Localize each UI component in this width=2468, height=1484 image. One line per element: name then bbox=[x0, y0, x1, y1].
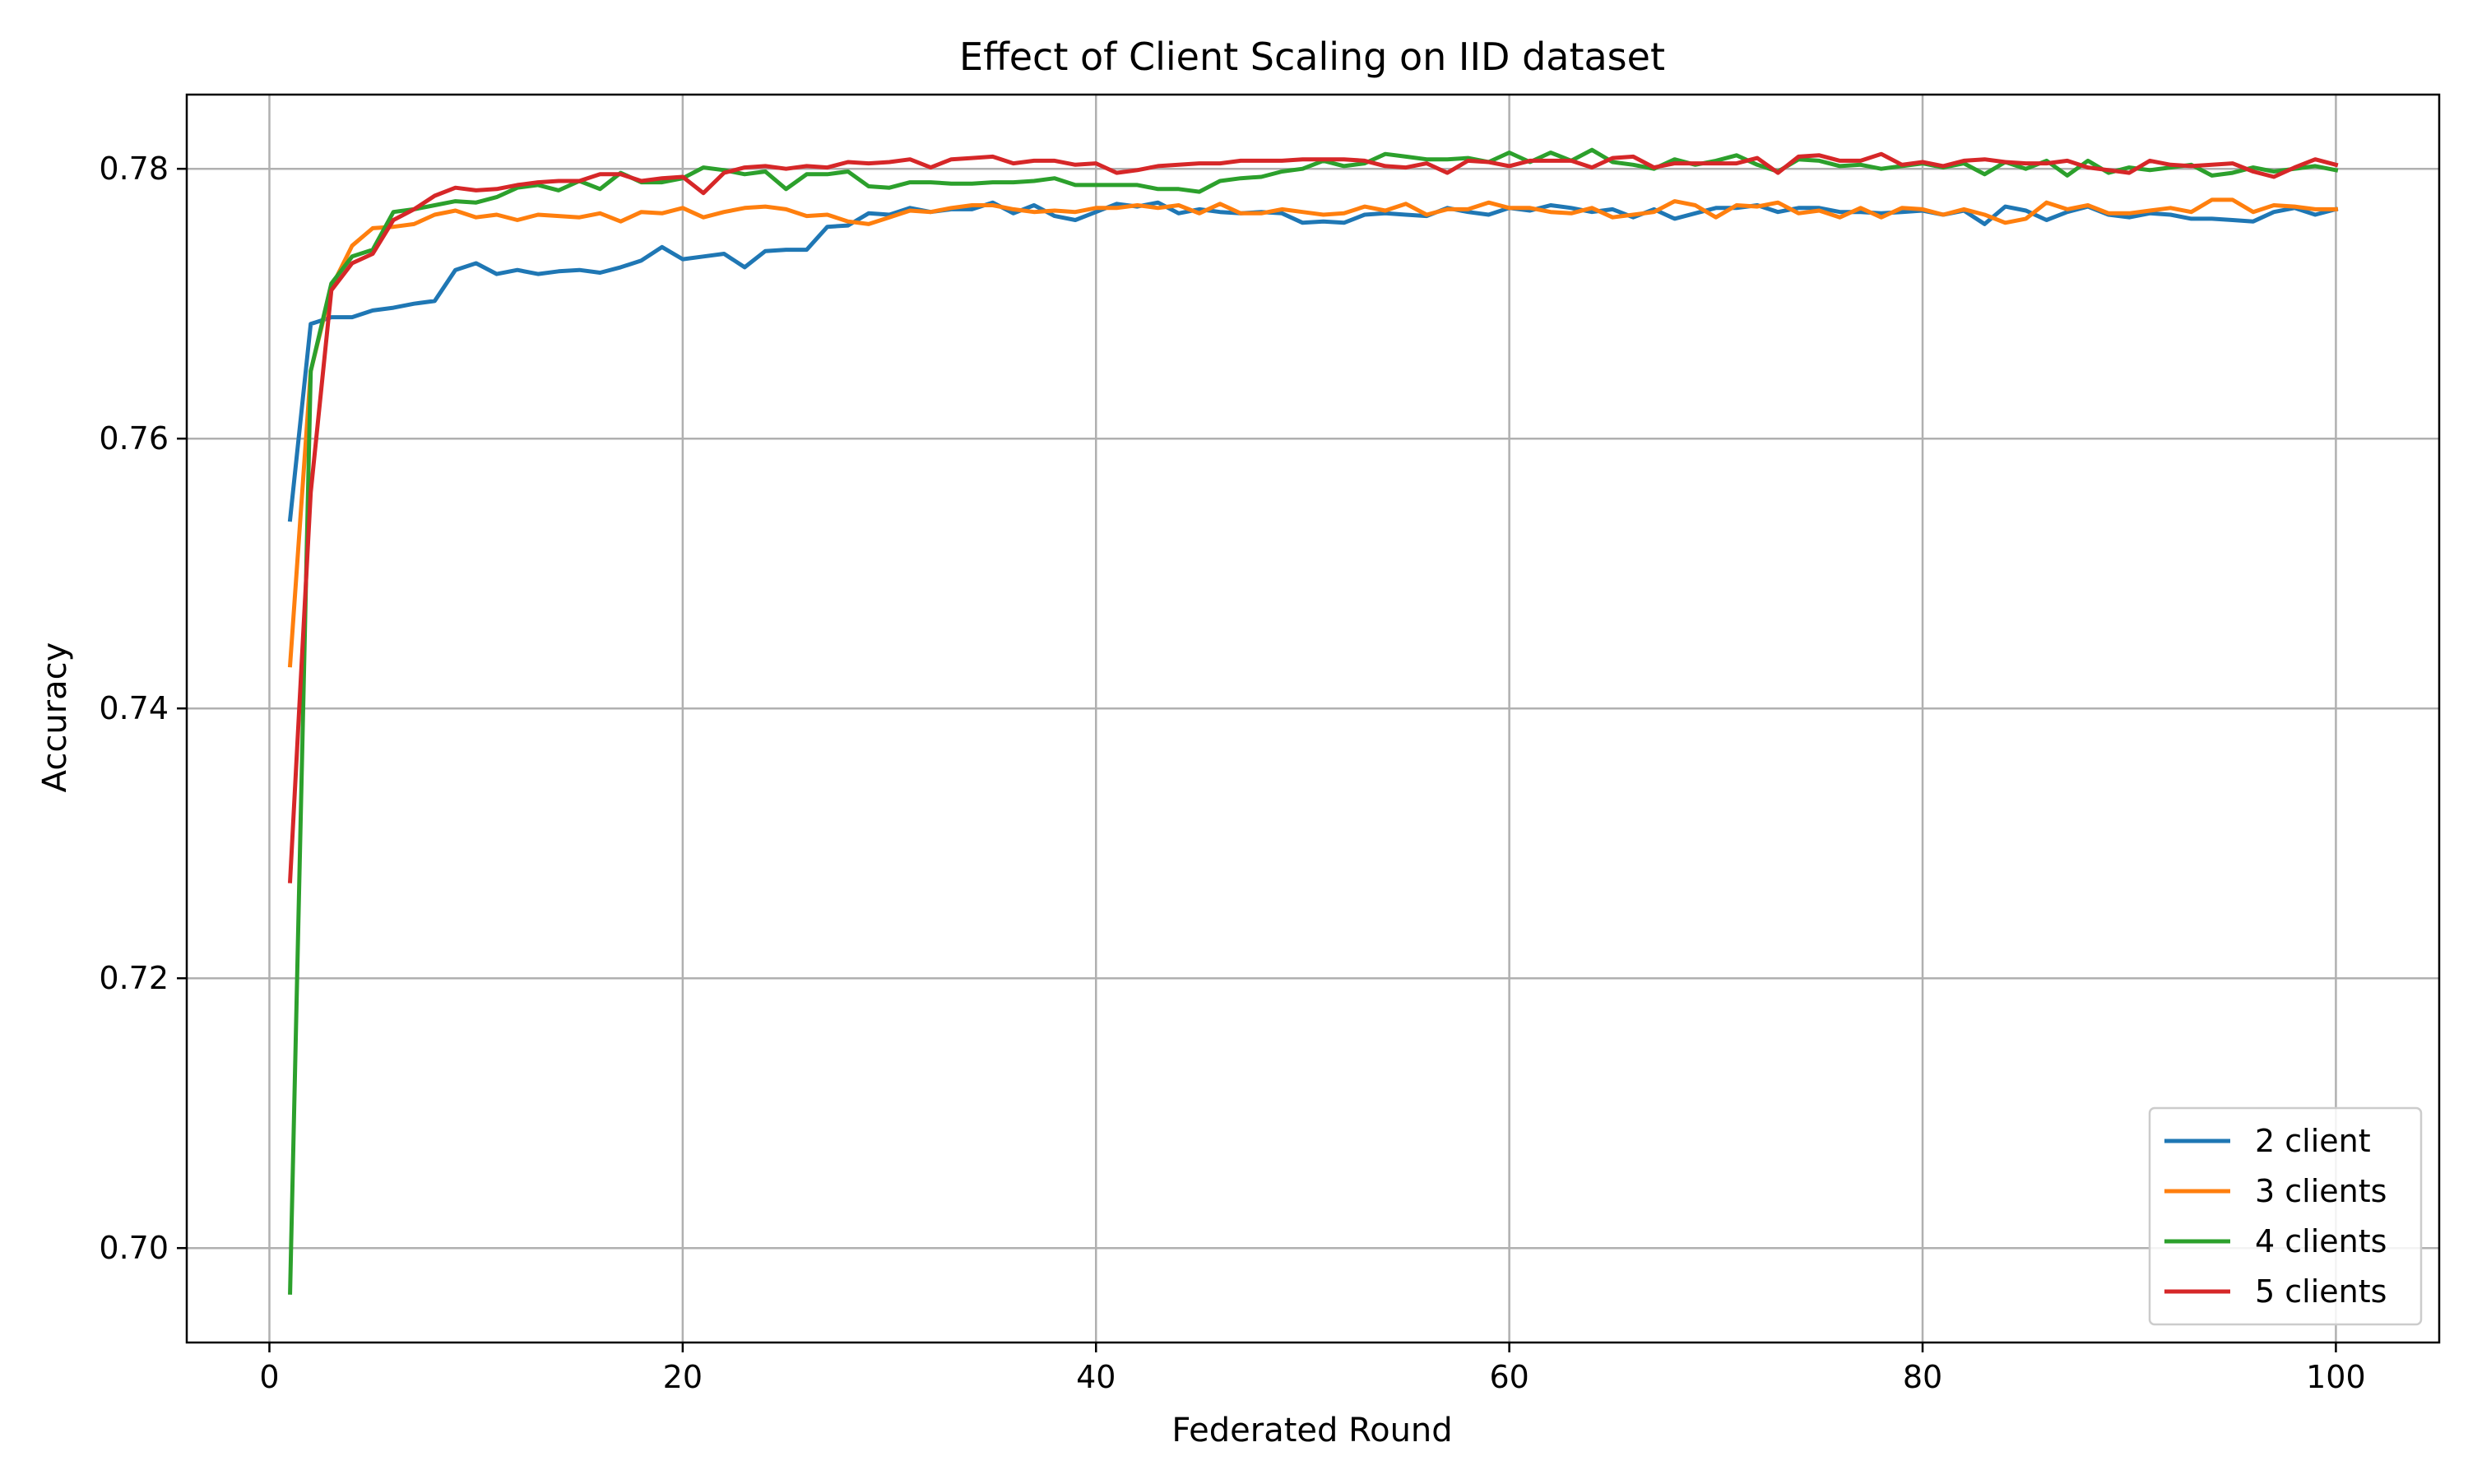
x-tick-label: 100 bbox=[2306, 1359, 2366, 1395]
legend-label: 2 client bbox=[2255, 1123, 2371, 1159]
y-tick-label: 0.78 bbox=[99, 151, 169, 187]
x-tick-label: 0 bbox=[259, 1359, 279, 1395]
legend: 2 client 3 clients 4 clients 5 clients bbox=[2148, 1106, 2423, 1326]
y-axis-label: Accuracy bbox=[36, 642, 74, 793]
series-lines bbox=[287, 147, 2339, 1295]
series-line-2 bbox=[287, 197, 2338, 668]
x-tick-label: 40 bbox=[1076, 1359, 1116, 1395]
x-axis-label: Federated Round bbox=[1171, 1412, 1452, 1449]
plot-frame bbox=[185, 93, 2441, 1344]
y-tick-label: 0.76 bbox=[99, 420, 169, 457]
x-tick-label: 20 bbox=[663, 1359, 703, 1395]
series-line-1 bbox=[287, 200, 2339, 522]
x-tick-label: 60 bbox=[1489, 1359, 1529, 1395]
legend-label: 3 clients bbox=[2255, 1173, 2387, 1209]
axis-ticks: 0 20 40 60 80 100 0.70 0.72 0.74 0.76 0.78 bbox=[99, 151, 2365, 1395]
legend-label: 5 clients bbox=[2255, 1273, 2387, 1310]
legend-box bbox=[2148, 1106, 2423, 1326]
x-tick-label: 80 bbox=[1903, 1359, 1942, 1395]
series-line-4 bbox=[287, 151, 2339, 883]
chart-title: Effect of Client Scaling on IID dataset bbox=[959, 35, 1665, 79]
y-tick-label: 0.72 bbox=[99, 960, 169, 996]
y-tick-label: 0.70 bbox=[99, 1230, 169, 1266]
legend-label: 4 clients bbox=[2255, 1223, 2387, 1259]
y-tick-label: 0.74 bbox=[99, 690, 169, 726]
grid-lines bbox=[187, 95, 2439, 1343]
